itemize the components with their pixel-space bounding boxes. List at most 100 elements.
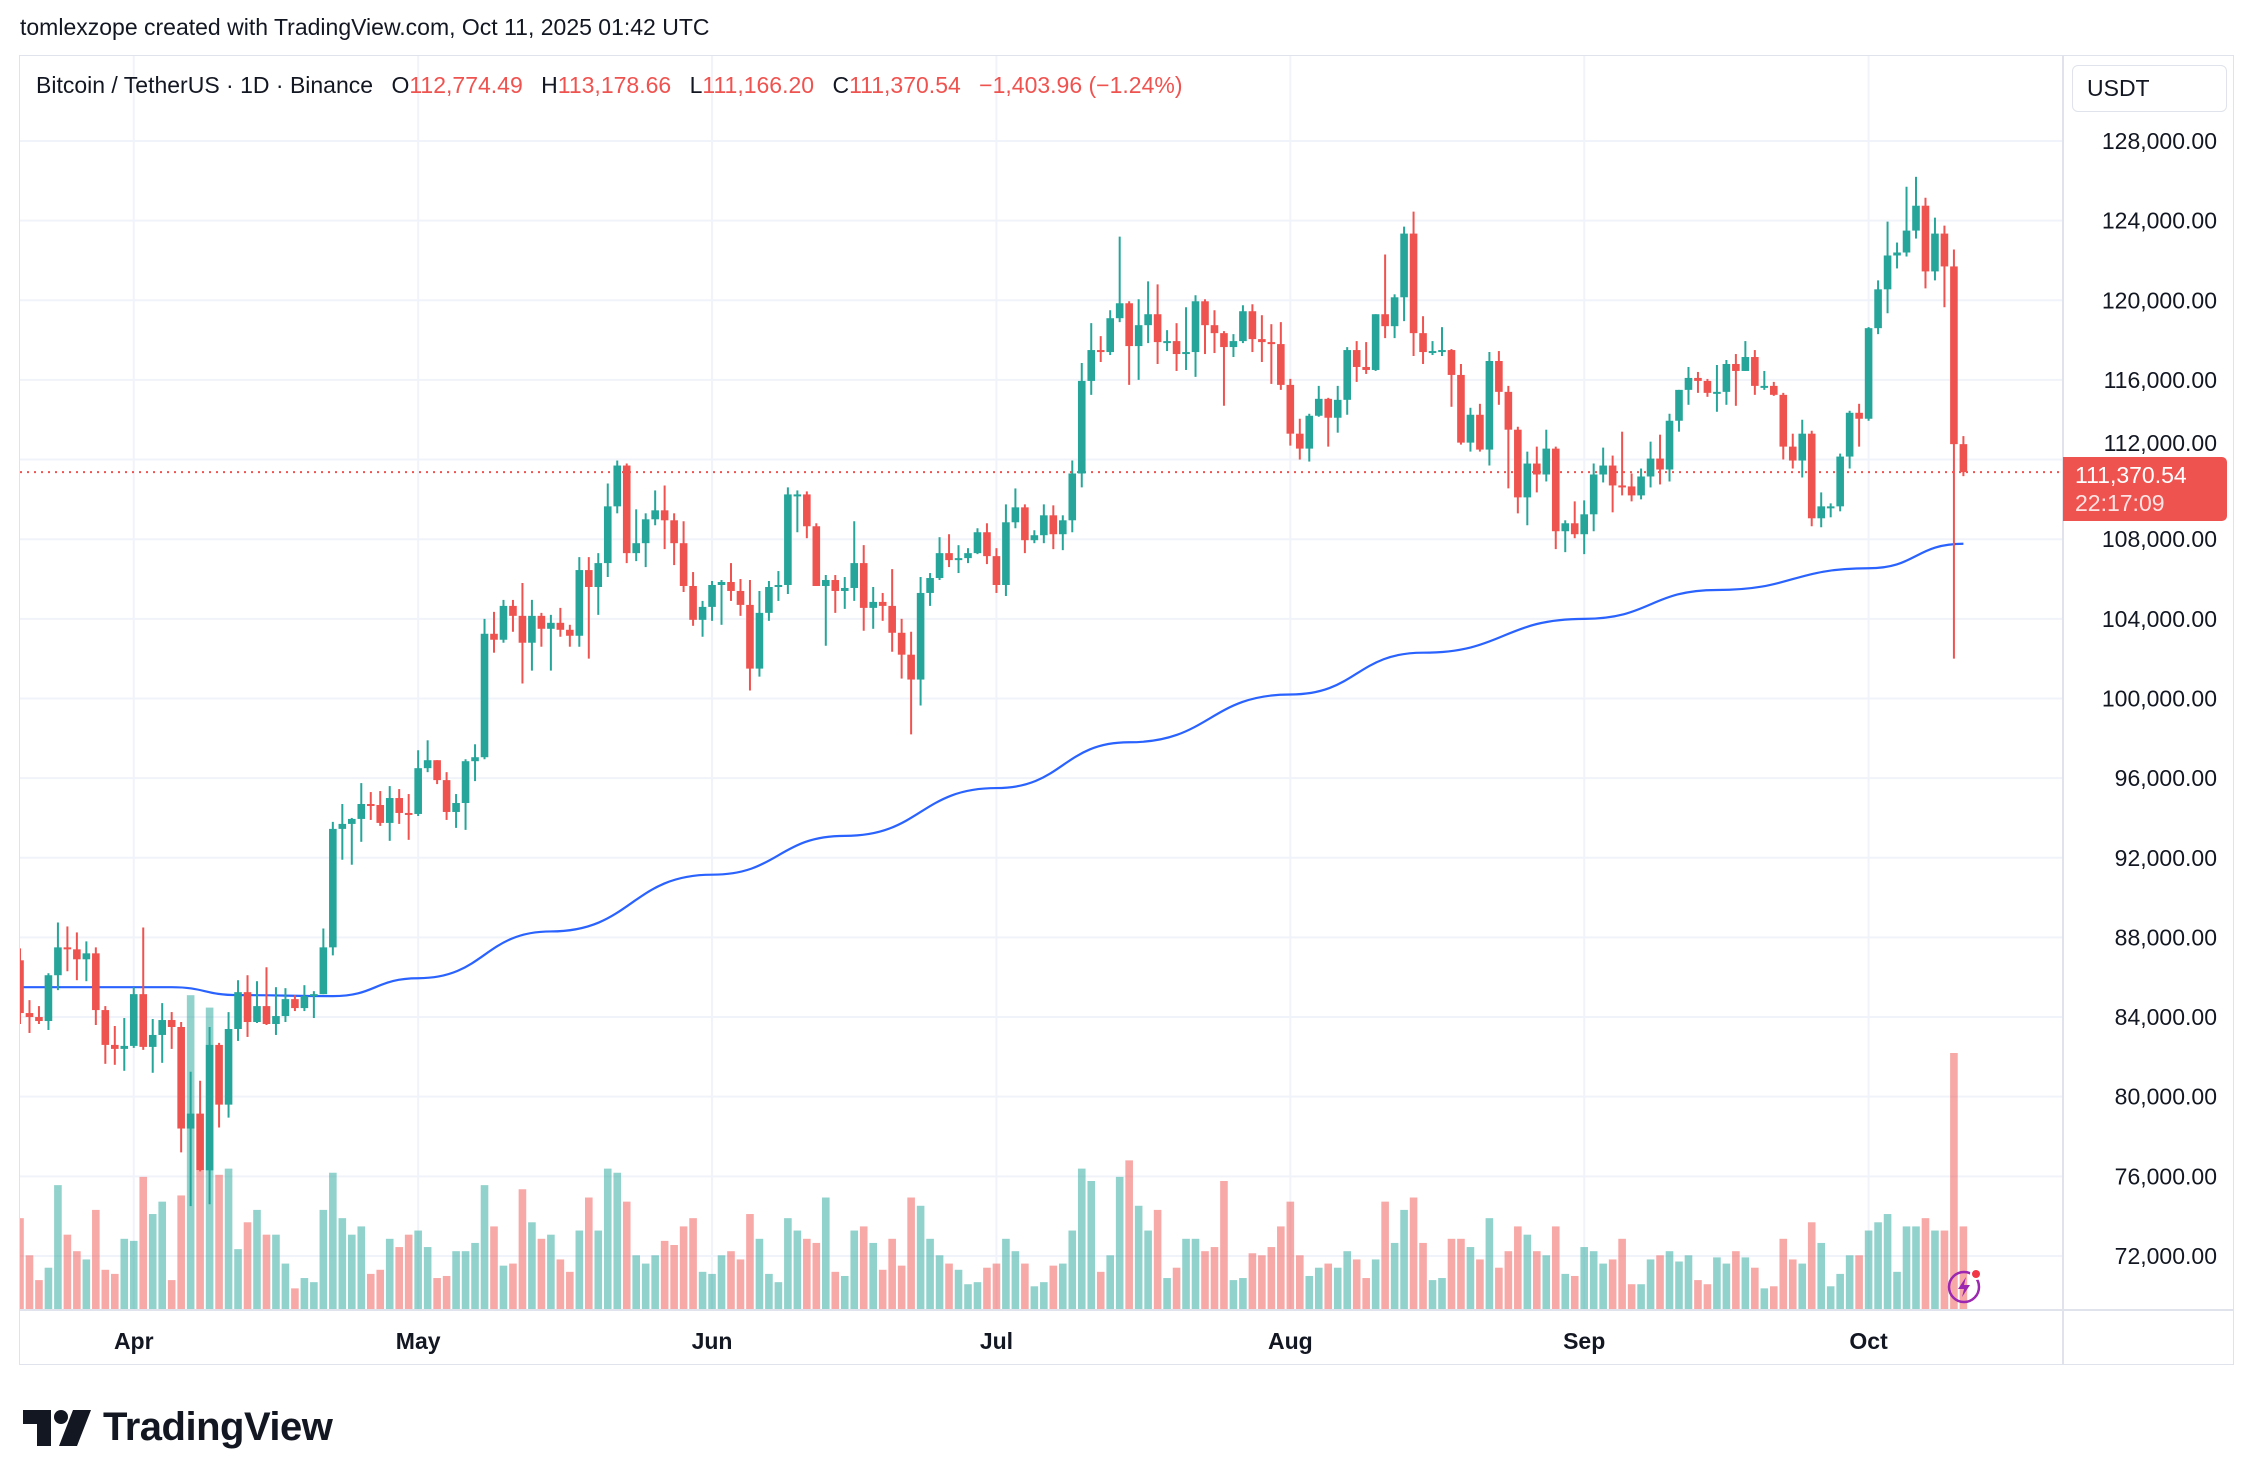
candle-body (1087, 350, 1096, 381)
candle-body (404, 812, 413, 815)
tradingview-logo[interactable]: TradingView (23, 1405, 333, 1450)
candle (727, 563, 735, 601)
candle (1002, 504, 1010, 596)
candle-body (651, 510, 659, 520)
volume-bar (679, 1226, 688, 1309)
volume-bar (310, 1282, 318, 1309)
candle (1011, 488, 1020, 529)
candle-body (291, 999, 299, 1009)
candle (1637, 468, 1645, 500)
candle (547, 614, 555, 671)
candle (92, 947, 100, 1026)
volume-bar (366, 1273, 375, 1309)
volume-bar (54, 1185, 62, 1309)
candle (1400, 226, 1408, 322)
candle-body (603, 506, 612, 564)
candle (215, 1042, 223, 1128)
candle-body (452, 803, 460, 812)
lightning-icon[interactable] (1944, 1265, 1984, 1305)
candle (945, 534, 953, 568)
volume-bar (1077, 1168, 1086, 1309)
candle (803, 491, 811, 539)
candle-body (1864, 328, 1873, 419)
candle-body (1229, 341, 1238, 348)
volume-bar (1419, 1242, 1427, 1309)
candle (613, 460, 622, 514)
candle-body (1902, 230, 1911, 253)
candle (1523, 451, 1532, 526)
volume-bar (1931, 1230, 1939, 1309)
volume-bar (1514, 1226, 1522, 1309)
volume-bar (63, 1234, 72, 1309)
volume-bar (82, 1259, 91, 1309)
candle-body (1921, 205, 1930, 272)
candle (878, 592, 887, 621)
candle-body (1409, 233, 1418, 334)
candle-body (1248, 311, 1257, 340)
candle-body (983, 532, 991, 557)
candle-body (1390, 297, 1399, 327)
volume-bar (35, 1280, 43, 1309)
candle-body (1286, 384, 1295, 434)
symbol-title[interactable]: Bitcoin / TetherUS · 1D · Binance (36, 72, 374, 98)
candle-body (82, 953, 91, 960)
candle-body (1637, 476, 1645, 496)
candle (63, 926, 72, 972)
candle-body (926, 578, 934, 593)
volume-bar (954, 1269, 963, 1309)
candle (186, 1071, 195, 1207)
candle-body (1134, 325, 1143, 347)
candle (1447, 349, 1456, 407)
candle (926, 573, 934, 606)
candle-body (395, 798, 403, 813)
candle-body (575, 570, 584, 636)
volume-bar (1864, 1230, 1873, 1309)
candle (310, 991, 318, 1019)
tradingview-logo-icon (23, 1409, 91, 1446)
candle (414, 750, 422, 816)
candle (1608, 455, 1617, 513)
candle (1627, 473, 1636, 502)
volume-bar (1523, 1234, 1532, 1309)
candle-body (1608, 465, 1617, 486)
last-price-value: 111,370.54 (2075, 462, 2187, 488)
price-axis-labels[interactable]: 128,000.00 124,000.00 120,000.00 116,000.00… (2102, 128, 2217, 1269)
candle-body (736, 590, 745, 605)
candle-body (622, 465, 631, 554)
candle (907, 631, 915, 735)
volume-bar (859, 1226, 868, 1309)
volume-bar (139, 1176, 148, 1309)
volume-bar (727, 1251, 735, 1309)
candle-body (357, 804, 366, 819)
volume-bar (376, 1269, 385, 1309)
candle-body (1381, 314, 1389, 327)
candle (1788, 433, 1797, 469)
candle-body (1343, 350, 1351, 400)
candle (1362, 342, 1370, 374)
candle-body (25, 1013, 34, 1018)
candle (954, 545, 963, 574)
candle-body (727, 582, 735, 591)
currency-button[interactable]: USDT (2072, 65, 2227, 112)
volume-bar (177, 1195, 185, 1309)
candle (148, 1019, 157, 1073)
volume-bar (1115, 1176, 1124, 1309)
candle (1542, 429, 1551, 482)
candle-body (840, 587, 849, 591)
candle-body (376, 804, 385, 823)
candle-body (1267, 342, 1276, 345)
candle (262, 967, 271, 1026)
candle (1533, 446, 1541, 493)
volume-bar (1447, 1238, 1456, 1309)
volume-bar (1049, 1265, 1058, 1309)
candle (575, 557, 584, 647)
candle (793, 490, 802, 533)
open-label: O (391, 72, 410, 98)
candle (736, 579, 745, 616)
volume-bar (1570, 1275, 1579, 1309)
candle-body (964, 553, 972, 559)
volume-bar (1732, 1251, 1740, 1309)
time-axis-labels[interactable]: Apr May Jun Jul Aug Sep Oct (114, 1328, 1888, 1354)
volume-bar (281, 1263, 290, 1309)
